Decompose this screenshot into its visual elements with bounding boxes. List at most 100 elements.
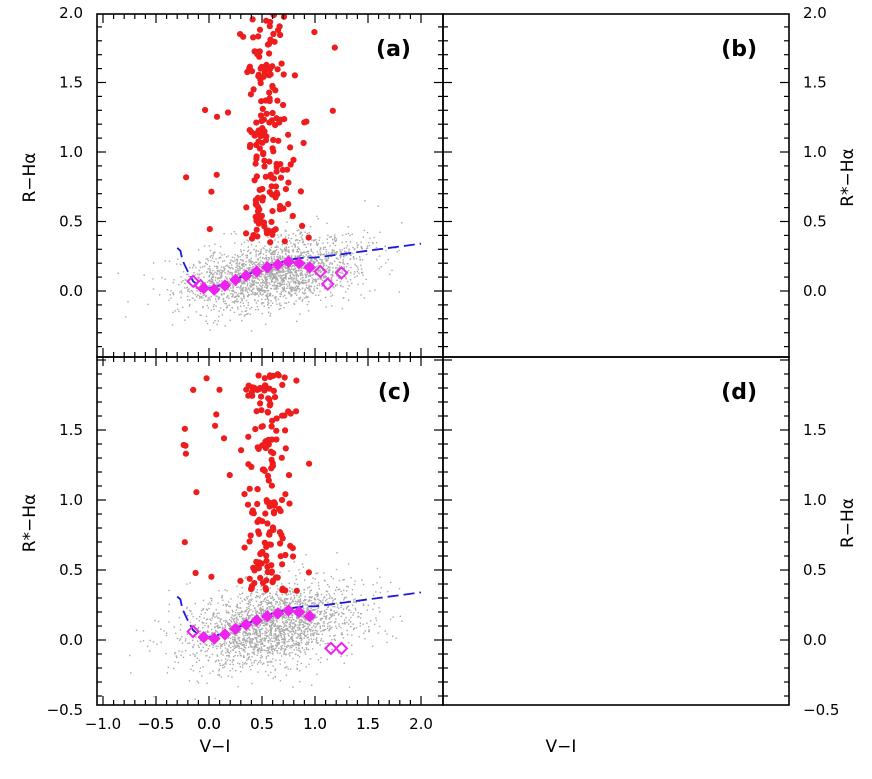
field-star-point — [212, 276, 214, 279]
field-star-point — [231, 274, 233, 276]
field-star-point — [152, 278, 154, 280]
field-star-point — [307, 275, 310, 277]
field-star-point — [292, 280, 295, 282]
field-star-point — [296, 287, 299, 289]
field-star-point — [282, 274, 285, 276]
field-star-point — [202, 297, 204, 299]
field-star-point — [243, 263, 245, 265]
field-star-point — [309, 275, 312, 278]
field-star-point — [341, 271, 343, 273]
field-star-point — [293, 243, 295, 245]
field-star-point — [304, 273, 306, 275]
field-star-point — [294, 290, 296, 292]
field-star-point — [283, 283, 286, 285]
field-star-point — [306, 303, 309, 306]
field-star-point — [247, 302, 249, 304]
field-star-point — [250, 293, 252, 296]
field-star-point — [268, 311, 270, 314]
field-star-point — [245, 310, 248, 312]
field-star-point — [265, 254, 267, 257]
field-star-point — [212, 269, 214, 272]
field-star-point — [260, 248, 262, 250]
field-star-point — [267, 297, 269, 299]
field-star-point — [357, 244, 359, 246]
field-star-point — [252, 274, 255, 276]
field-star-point — [300, 274, 302, 276]
field-star-point — [281, 256, 284, 259]
field-star-point — [291, 290, 293, 293]
field-star-point — [313, 279, 316, 281]
ms-diamond-filled-point — [250, 265, 263, 278]
field-star-point — [271, 280, 273, 282]
field-star-point — [198, 276, 200, 279]
field-star-point — [253, 279, 256, 282]
field-star-point — [293, 282, 295, 284]
field-star-point — [265, 272, 267, 275]
field-star-point — [263, 270, 265, 272]
field-star-point — [245, 260, 247, 263]
ms-diamond-filled-point — [239, 269, 253, 282]
field-star-point — [279, 255, 281, 257]
y-axis-title: R*−Hα — [838, 148, 858, 207]
field-star-point — [219, 245, 222, 248]
field-star-point — [311, 250, 313, 252]
field-star-point — [187, 316, 190, 318]
field-star-point — [188, 288, 190, 290]
field-star-point — [218, 310, 220, 312]
field-star-point — [301, 292, 304, 294]
emission-star-point — [252, 160, 259, 167]
field-star-point — [182, 280, 184, 282]
field-star-point — [212, 281, 215, 284]
field-star-point — [286, 221, 288, 223]
field-star-point — [319, 249, 321, 251]
field-star-point — [281, 266, 284, 268]
field-star-point — [241, 291, 243, 293]
field-star-point — [211, 274, 214, 276]
field-star-point — [228, 281, 230, 283]
field-star-point — [292, 249, 294, 251]
field-star-point — [257, 282, 259, 284]
field-star-point — [236, 306, 239, 308]
field-star-point — [333, 287, 335, 289]
field-star-point — [265, 277, 267, 279]
field-star-point — [273, 258, 275, 260]
field-star-point — [261, 290, 264, 292]
field-star-point — [255, 309, 257, 311]
field-star-point — [228, 297, 230, 299]
field-star-point — [303, 282, 305, 285]
field-star-point — [348, 248, 350, 250]
field-star-point — [304, 288, 306, 290]
field-star-point — [193, 265, 195, 267]
field-star-point — [374, 289, 376, 291]
field-star-point — [238, 274, 240, 276]
field-star-point — [229, 273, 231, 275]
field-star-point — [297, 239, 299, 241]
field-star-point — [360, 264, 362, 266]
field-star-point — [384, 245, 386, 248]
field-star-point — [246, 285, 248, 287]
field-star-point — [212, 305, 215, 308]
field-star-point — [244, 287, 247, 289]
field-star-point — [259, 275, 261, 278]
field-star-point — [247, 240, 249, 242]
field-star-point — [257, 263, 260, 265]
field-star-point — [226, 273, 229, 275]
field-star-point — [287, 272, 289, 275]
field-star-point — [341, 249, 343, 251]
field-star-point — [218, 283, 220, 285]
field-star-point — [203, 294, 206, 296]
field-star-point — [285, 274, 287, 276]
field-star-point — [258, 241, 260, 243]
field-star-point — [247, 304, 249, 306]
field-star-point — [278, 282, 280, 285]
emission-star-point — [290, 156, 297, 163]
field-star-point — [258, 262, 260, 264]
field-star-point — [310, 260, 312, 262]
field-star-point — [257, 289, 259, 291]
field-star-point — [283, 263, 285, 266]
field-star-point — [335, 267, 338, 269]
emission-star-point — [305, 234, 312, 241]
emission-star-point — [254, 233, 261, 240]
field-star-point — [345, 276, 347, 278]
field-star-point — [238, 269, 240, 272]
